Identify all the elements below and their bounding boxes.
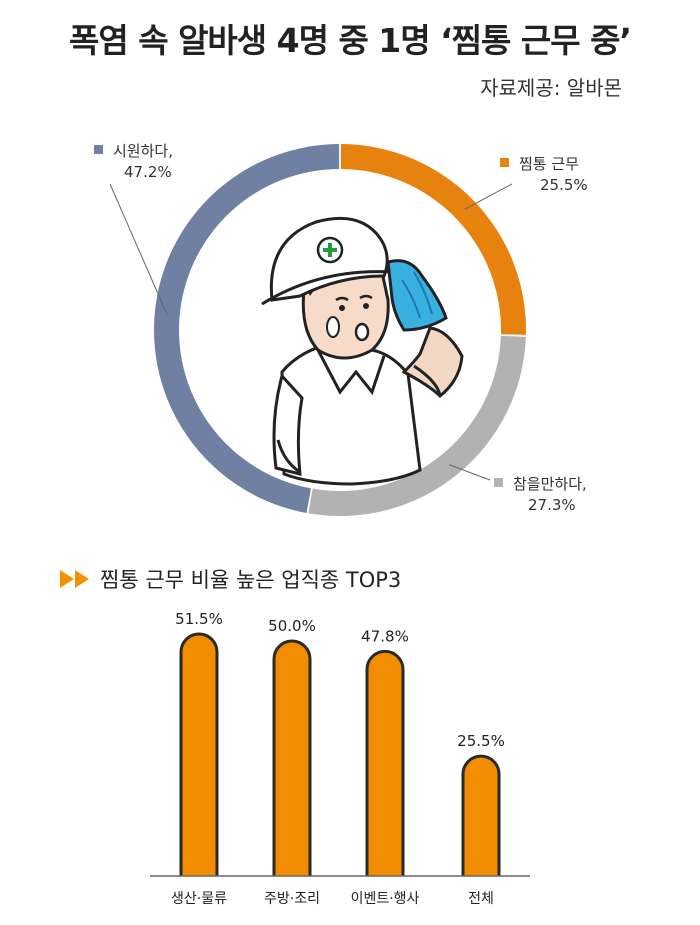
legend-swatch-gray (494, 478, 503, 487)
bar-category-label-0: 생산·물류 (171, 891, 227, 907)
slice-label-hot: 찜통 근무 25.5% (500, 154, 588, 196)
donut-slice-2 (153, 144, 340, 513)
slice-hot-value: 25.5% (540, 176, 588, 194)
slice-label-bearable: 참을만하다, 27.3% (494, 474, 587, 516)
donut-chart (109, 144, 526, 517)
slice-bearable-value: 27.3% (528, 496, 576, 514)
slice-hot-label: 찜통 근무 (519, 155, 579, 173)
bar-1 (272, 639, 312, 876)
donut-slice-1 (308, 335, 526, 517)
raised-arm (401, 326, 464, 399)
slice-cool-value: 47.2% (124, 163, 172, 181)
bar-0 (179, 632, 219, 876)
leader-line-1 (449, 464, 491, 481)
source-credit: 자료제공: 알바몬 (480, 76, 622, 100)
slice-bearable-label: 참을만하다, (513, 475, 587, 493)
bar-value-label-0: 51.5% (175, 610, 223, 628)
bar-category-label-3: 전체 (468, 891, 494, 907)
legend-swatch-blue (94, 145, 103, 154)
section-title-text: 찜통 근무 비율 높은 업직종 TOP3 (100, 568, 402, 592)
bar-3 (461, 754, 501, 876)
bar-value-label-3: 25.5% (457, 732, 505, 750)
donut-slice-0 (340, 144, 526, 335)
worker-illustration (261, 216, 464, 486)
bar-value-label-1: 50.0% (268, 617, 316, 635)
bar-category-label-1: 주방·조리 (264, 891, 320, 907)
slice-label-cool: 시원하다, 47.2% (94, 141, 173, 183)
bar-category-label-2: 이벤트·행사 (351, 891, 420, 907)
leader-line-2 (109, 183, 168, 315)
section-title: 찜통 근무 비율 높은 업직종 TOP3 (60, 564, 401, 594)
bar-value-label-2: 47.8% (361, 627, 409, 645)
collar (316, 349, 386, 396)
chart-title: 폭염 속 알바생 4명 중 1명 ‘찜통 근무 중’ (69, 21, 632, 60)
legend-swatch-orange (500, 158, 509, 167)
bar-2 (365, 649, 405, 876)
double-arrow-icon (60, 570, 90, 588)
slice-cool-label: 시원하다, (113, 142, 173, 160)
leader-line-0 (464, 183, 513, 210)
